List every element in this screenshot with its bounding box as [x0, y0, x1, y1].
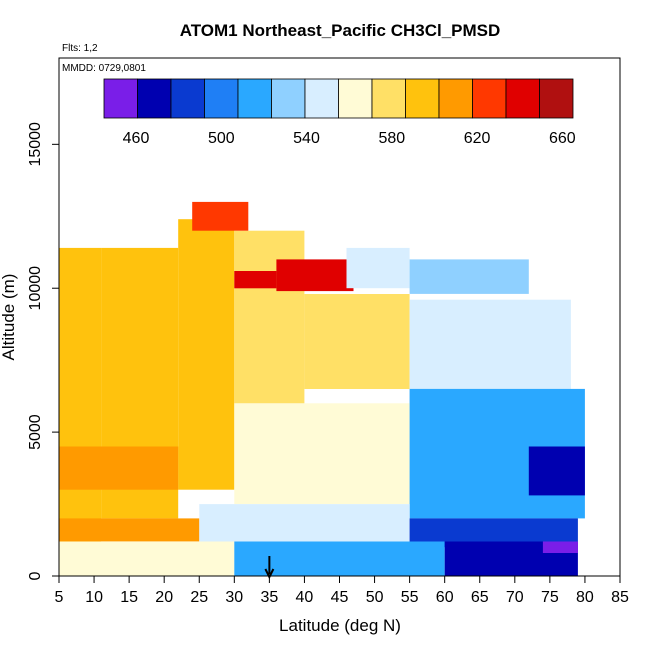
- x-tick-label: 85: [611, 589, 629, 606]
- heatmap-cell: [234, 271, 277, 289]
- heatmap-cell: [528, 446, 585, 496]
- colorbar-swatch: [438, 78, 473, 119]
- heatmap-cell: [59, 518, 200, 542]
- colorbar-swatch: [371, 78, 406, 119]
- colorbar-swatch: [103, 78, 138, 119]
- heatmap-cell: [234, 403, 410, 504]
- colorbar: 460 500 540 580 620 660: [103, 78, 576, 147]
- x-axis-label: Latitude (deg N): [279, 616, 401, 635]
- mmdd-label: MMDD: 0729,0801: [62, 63, 146, 74]
- colorbar-swatch: [338, 78, 373, 119]
- y-tick-label: 0: [27, 571, 44, 580]
- x-tick-label: 15: [120, 589, 138, 606]
- x-tick-label: 65: [471, 589, 489, 606]
- heatmap-cell: [409, 299, 571, 404]
- y-tick-label: 5000: [27, 414, 44, 450]
- y-axis-label: Altitude (m): [0, 274, 18, 361]
- colorbar-swatch: [271, 78, 306, 119]
- colorbar-swatch: [237, 78, 272, 119]
- heatmap-cell: [59, 247, 102, 571]
- y-axis: 0 5000 10000 15000: [27, 122, 59, 580]
- heatmap-cells: [59, 201, 585, 576]
- colorbar-tick-label: 500: [208, 130, 235, 147]
- flights-label: Flts: 1,2: [62, 43, 98, 54]
- x-tick-label: 70: [506, 589, 524, 606]
- heatmap-cell: [346, 247, 410, 289]
- x-tick-label: 45: [331, 589, 349, 606]
- colorbar-tick-label: 460: [123, 130, 150, 147]
- x-tick-label: 60: [436, 589, 454, 606]
- heatmap-cell: [234, 230, 305, 404]
- heatmap-cell: [409, 259, 529, 294]
- x-tick-label: 80: [576, 589, 594, 606]
- x-tick-label: 35: [261, 589, 279, 606]
- colorbar-swatch: [137, 78, 172, 119]
- y-tick-label: 15000: [27, 122, 44, 167]
- heatmap-cell: [276, 259, 354, 292]
- colorbar-swatch: [405, 78, 440, 119]
- heatmap-cell: [178, 219, 235, 490]
- colorbar-swatch: [204, 78, 239, 119]
- x-tick-label: 5: [55, 589, 64, 606]
- x-tick-label: 55: [401, 589, 419, 606]
- colorbar-tick-label: 580: [378, 130, 405, 147]
- marker-head: [264, 568, 275, 580]
- colorbar-tick-label: 660: [549, 130, 576, 147]
- chart-title: ATOM1 Northeast_Pacific CH3Cl_PMSD: [180, 21, 501, 40]
- heatmap-cell: [59, 446, 179, 490]
- y-tick-label: 10000: [27, 266, 44, 311]
- heatmap-cell: [192, 201, 249, 231]
- heatmap-cell: [304, 294, 410, 389]
- x-tick-label: 10: [85, 589, 103, 606]
- x-tick-label: 25: [190, 589, 208, 606]
- x-tick-label: 20: [155, 589, 173, 606]
- heatmap-cell: [199, 504, 410, 542]
- x-tick-label: 50: [366, 589, 384, 606]
- heatmap-cell: [542, 541, 578, 553]
- colorbar-swatch: [539, 78, 574, 119]
- colorbar-tick-label: 540: [293, 130, 320, 147]
- x-axis: 5 10 15 20 25 30 35 40 45 50 55 60 65 70 75 80 85: [55, 575, 629, 606]
- colorbar-tick-label: 620: [464, 130, 491, 147]
- x-tick-label: 30: [225, 589, 243, 606]
- colorbar-swatch: [170, 78, 205, 119]
- latitude-marker-arrow: [264, 556, 275, 580]
- x-tick-label: 75: [541, 589, 559, 606]
- colorbar-swatch: [472, 78, 507, 119]
- x-tick-label: 40: [296, 589, 314, 606]
- heatmap-cell: [59, 541, 235, 576]
- colorbar-swatch: [505, 78, 540, 119]
- colorbar-swatch: [304, 78, 339, 119]
